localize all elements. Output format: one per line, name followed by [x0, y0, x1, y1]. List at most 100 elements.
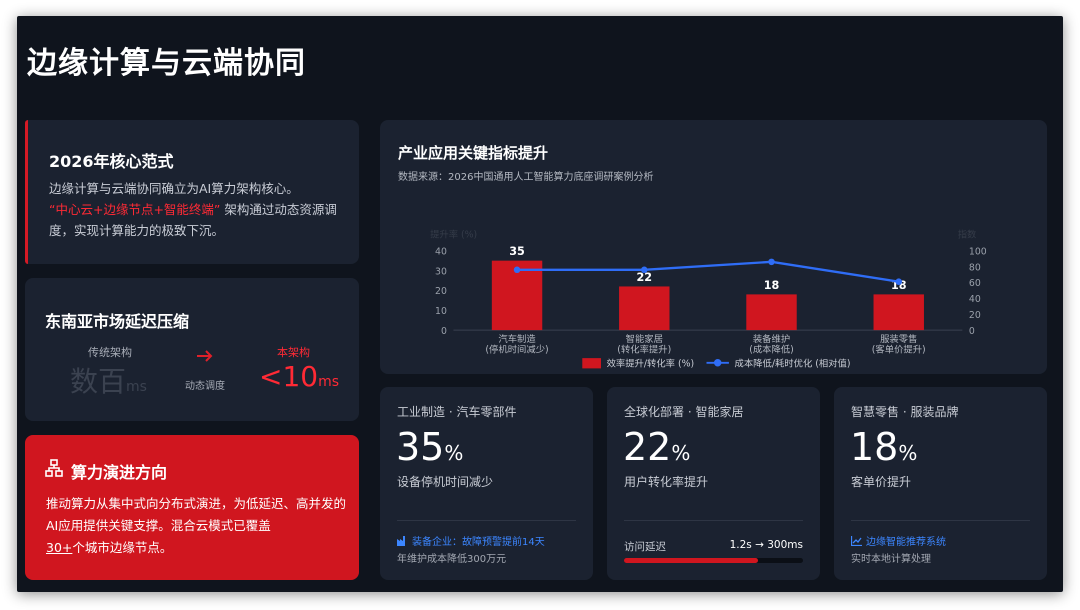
direction-card: 算力演进方向 推动算力从集中式向分布式演进，为低延迟、高并发的AI应用提供关键支… — [25, 435, 359, 580]
x-tick-label: 装备维护 — [753, 333, 790, 345]
core-line2: 架构通过动态资源调度，实现计算能力的极致下沉。 — [49, 202, 337, 238]
core-highlight: “中心云+边缘节点+智能终端” — [49, 202, 221, 217]
y-tick-left: 20 — [435, 286, 447, 297]
chart-heading: 产业应用关键指标提升 — [398, 144, 549, 162]
latency-card: 东南亚市场延迟压缩 传统架构 数百ms 动态调度 本架构 <10ms — [25, 278, 359, 421]
metric-unit: % — [671, 441, 691, 465]
latency-label: 访问延迟 — [624, 541, 666, 553]
line-point — [895, 278, 903, 285]
legend-bar-label: 效率提升/转化率 (%) — [607, 358, 695, 370]
metric-card-manufacturing: 工业制造 · 汽车零部件 35% 设备停机时间减少 装备企业：故障预警提前14天… — [380, 387, 593, 580]
metric-foot-title-text: 边缘智能推荐系统 — [866, 537, 946, 548]
y-tick-right: 80 — [969, 262, 981, 273]
slide: 边缘计算与云端协同 2026年核心范式 边缘计算与云端协同确立为AI算力架构核心… — [17, 16, 1063, 592]
metric-unit: % — [898, 441, 918, 465]
metric-card-retail: 智慧零售 · 服装品牌 18% 客单价提升 边缘智能推荐系统 实时本地计算处理 — [834, 387, 1047, 580]
metric-unit: % — [444, 441, 464, 465]
x-tick-label: 汽车制造 — [498, 333, 536, 345]
x-tick-sublabel: (成本降低) — [749, 344, 794, 356]
metric-desc: 设备停机时间减少 — [397, 475, 494, 489]
latency-heading: 东南亚市场延迟压缩 — [45, 312, 190, 331]
arrow-right-icon — [196, 348, 214, 367]
arrow-label: 动态调度 — [185, 381, 225, 392]
metric-foot-sub: 年维护成本降低300万元 — [397, 554, 507, 565]
metric-number: 22 — [623, 425, 672, 469]
line-series — [517, 260, 899, 283]
legend-bar-swatch — [582, 358, 601, 369]
old-arch-label: 传统架构 — [88, 346, 132, 359]
bar-value-label: 22 — [636, 271, 652, 284]
x-tick-label: 智能家居 — [626, 333, 663, 345]
new-arch-value: <10ms — [259, 360, 339, 393]
metric-foot-title: 边缘智能推荐系统 — [850, 533, 946, 548]
sitemap-icon — [45, 459, 63, 481]
x-tick-sublabel: (停机时间减少) — [485, 344, 548, 356]
factory-icon — [397, 536, 405, 546]
new-arch-label: 本架构 — [277, 346, 310, 359]
latency-progress-fill — [624, 558, 759, 563]
x-tick-sublabel: (转化率提升) — [617, 344, 671, 356]
bar-value-label: 35 — [509, 245, 525, 258]
latency-progress-bar — [624, 558, 803, 563]
old-arch-number: 数百 — [70, 365, 127, 398]
chart-card: 产业应用关键指标提升 数据来源：2026中国通用人工智能算力底座调研案例分析 提… — [380, 120, 1047, 374]
y-tick-right: 40 — [969, 294, 981, 305]
direction-highlight: 30+ — [46, 540, 73, 555]
chart-source: 数据来源：2026中国通用人工智能算力底座调研案例分析 — [398, 172, 654, 183]
old-arch-unit: ms — [126, 379, 147, 395]
core-text: 边缘计算与云端协同确立为AI算力架构核心。 “中心云+边缘节点+智能终端” 架构通… — [49, 178, 349, 241]
chart-line-icon — [850, 536, 862, 547]
line-point — [513, 266, 521, 274]
y-tick-right: 60 — [969, 278, 981, 289]
divider — [624, 520, 803, 521]
page-title: 边缘计算与云端协同 — [27, 46, 306, 81]
new-arch-number: <10 — [259, 360, 319, 393]
direction-body: 推动算力从集中式向分布式演进，为低延迟、高并发的AI应用提供关键支撑。混合云模式… — [46, 496, 347, 533]
metric-desc: 客单价提升 — [851, 475, 912, 489]
y-tick-left: 40 — [435, 246, 447, 257]
y-tick-right: 100 — [969, 246, 987, 257]
metric-foot-title: 装备企业：故障预警提前14天 — [397, 533, 545, 548]
y-tick-left: 10 — [435, 306, 447, 317]
y-tick-right: 20 — [969, 310, 981, 321]
metric-foot-sub: 实时本地计算处理 — [851, 554, 931, 565]
metric-foot-title-text: 装备企业：故障预警提前14天 — [412, 537, 545, 548]
new-arch-unit: ms — [318, 374, 340, 390]
metric-heading: 智慧零售 · 服装品牌 — [851, 405, 959, 419]
core-heading: 2026年核心范式 — [49, 152, 174, 171]
bar-value-label: 18 — [764, 279, 780, 292]
divider — [397, 520, 576, 521]
old-arch-value: 数百ms — [70, 360, 147, 400]
direction-text: 推动算力从集中式向分布式演进，为低延迟、高并发的AI应用提供关键支撑。混合云模式… — [46, 493, 346, 559]
metric-heading: 全球化部署 · 智能家居 — [624, 405, 744, 419]
y-axis-left-title: 提升率 (%) — [430, 229, 477, 241]
bar — [873, 294, 924, 331]
metric-value: 35% — [396, 425, 463, 469]
core-line1: 边缘计算与云端协同确立为AI算力架构核心。 — [49, 181, 299, 196]
metric-heading: 工业制造 · 汽车零部件 — [397, 405, 517, 419]
latency-value: 1.2s → 300ms — [729, 539, 803, 551]
legend-line-marker — [713, 359, 722, 367]
line-point — [641, 266, 648, 274]
line-point — [768, 258, 775, 266]
x-tick-sublabel: (客单价提升) — [872, 344, 926, 356]
metric-number: 18 — [850, 425, 899, 469]
direction-heading: 算力演进方向 — [71, 463, 168, 482]
core-paradigm-card: 2026年核心范式 边缘计算与云端协同确立为AI算力架构核心。 “中心云+边缘节点… — [25, 120, 359, 264]
y-axis-right-title: 指数 — [958, 229, 977, 241]
divider — [851, 520, 1030, 521]
metric-number: 35 — [396, 425, 445, 469]
metric-value: 18% — [850, 425, 917, 469]
y-tick-left: 0 — [441, 326, 447, 337]
y-tick-left: 30 — [435, 266, 447, 277]
y-tick-right: 0 — [969, 326, 975, 337]
legend-line-label: 成本降低/耗时优化 (相对值) — [735, 358, 851, 370]
metric-desc: 用户转化率提升 — [624, 475, 709, 489]
bar — [746, 294, 797, 331]
bar — [619, 286, 670, 331]
metric-card-smarthome: 全球化部署 · 智能家居 22% 用户转化率提升 访问延迟 1.2s → 300… — [607, 387, 820, 580]
direction-tail: 个城市边缘节点。 — [72, 540, 173, 555]
metric-value: 22% — [623, 425, 690, 469]
x-tick-label: 服装零售 — [880, 333, 917, 345]
